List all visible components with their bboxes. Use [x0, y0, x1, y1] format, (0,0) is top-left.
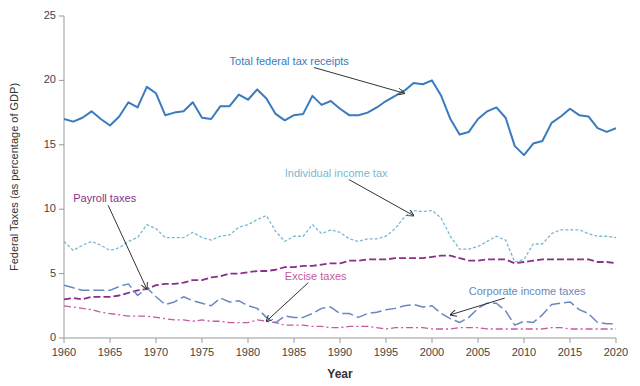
x-tick-label: 1965	[98, 346, 122, 358]
y-tick	[59, 338, 64, 339]
x-tick-label: 1980	[236, 346, 260, 358]
series-line	[64, 306, 616, 329]
x-tick-label: 1975	[190, 346, 214, 358]
y-axis-label: Federal Taxes (as percentage of GDP)	[8, 83, 20, 271]
x-tick	[570, 338, 571, 343]
axes: 0 5 10 15 20 25 1960 1965 1970 1975 1980 1985 1990 19…	[44, 9, 628, 358]
series-lines	[64, 80, 616, 329]
x-tick	[294, 338, 295, 343]
x-tick-label: 2010	[512, 346, 536, 358]
x-tick-label: 2000	[420, 346, 444, 358]
x-tick-label: 2015	[558, 346, 582, 358]
x-tick-label: 1985	[282, 346, 306, 358]
series-line	[64, 210, 616, 262]
x-tick-label: 2020	[604, 346, 628, 358]
annotation-text: Individual income tax	[285, 167, 388, 179]
series-line	[64, 284, 616, 325]
chart: 0 5 10 15 20 25 1960 1965 1970 1975 1980 1985 1990 19…	[0, 0, 640, 386]
x-tick	[478, 338, 479, 343]
x-tick	[432, 338, 433, 343]
y-tick	[59, 144, 64, 145]
x-tick	[156, 338, 157, 343]
annotation-text: Total federal tax receipts	[230, 55, 350, 67]
annotation-text: Corporate income taxes	[469, 285, 586, 297]
x-tick	[386, 338, 387, 343]
y-tick-label: 5	[50, 267, 56, 279]
x-tick-label: 1970	[144, 346, 168, 358]
y-axis-line	[64, 16, 65, 338]
x-tick	[616, 338, 617, 343]
annotation-arrow	[349, 180, 414, 216]
x-axis-label: Year	[327, 367, 353, 381]
y-tick-label: 10	[44, 202, 56, 214]
x-tick-label: 1990	[328, 346, 352, 358]
y-tick-label: 20	[44, 73, 56, 85]
annotation-arrow	[266, 283, 308, 322]
annotations: Total federal tax receipts Individual inc…	[73, 55, 586, 322]
y-tick-label: 25	[44, 9, 56, 21]
x-tick	[248, 338, 249, 343]
annotation-text: Payroll taxes	[73, 192, 136, 204]
y-tick-label: 0	[50, 331, 56, 343]
annotation-text: Excise taxes	[285, 270, 347, 282]
x-tick	[110, 338, 111, 343]
x-tick	[64, 338, 65, 343]
y-tick	[59, 273, 64, 274]
y-tick-label: 15	[44, 138, 56, 150]
y-tick	[59, 80, 64, 81]
series-line	[64, 256, 616, 300]
annotation-arrow	[108, 205, 147, 289]
x-tick-label: 1995	[374, 346, 398, 358]
annotation-arrow	[450, 298, 504, 315]
series-line	[64, 80, 616, 155]
y-tick	[59, 16, 64, 17]
x-tick	[202, 338, 203, 343]
y-tick	[59, 209, 64, 210]
x-tick	[340, 338, 341, 343]
annotation-arrow	[314, 68, 404, 94]
x-tick-label: 1960	[52, 346, 76, 358]
x-tick-label: 2005	[466, 346, 490, 358]
x-tick	[524, 338, 525, 343]
